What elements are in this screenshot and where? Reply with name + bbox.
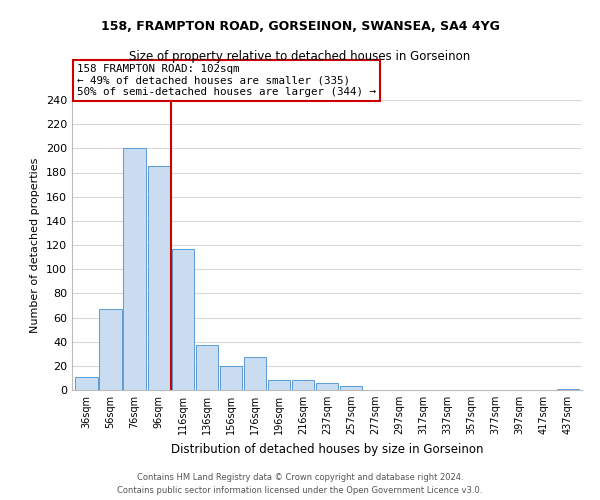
X-axis label: Distribution of detached houses by size in Gorseinon: Distribution of detached houses by size … [171, 442, 483, 456]
Text: Contains public sector information licensed under the Open Government Licence v3: Contains public sector information licen… [118, 486, 482, 495]
Bar [268, 380, 290, 390]
Bar [244, 358, 266, 390]
Bar [557, 389, 578, 390]
Bar [124, 148, 146, 390]
Bar [316, 383, 338, 390]
Bar [340, 386, 362, 390]
Text: 158 FRAMPTON ROAD: 102sqm
← 49% of detached houses are smaller (335)
50% of semi: 158 FRAMPTON ROAD: 102sqm ← 49% of detac… [77, 64, 376, 97]
Bar [100, 309, 122, 390]
Text: Contains HM Land Registry data © Crown copyright and database right 2024.: Contains HM Land Registry data © Crown c… [137, 474, 463, 482]
Bar [148, 166, 170, 390]
Bar [172, 248, 194, 390]
Text: Size of property relative to detached houses in Gorseinon: Size of property relative to detached ho… [130, 50, 470, 63]
Text: 158, FRAMPTON ROAD, GORSEINON, SWANSEA, SA4 4YG: 158, FRAMPTON ROAD, GORSEINON, SWANSEA, … [101, 20, 499, 33]
Bar [76, 376, 98, 390]
Bar [292, 380, 314, 390]
Y-axis label: Number of detached properties: Number of detached properties [31, 158, 40, 332]
Bar [196, 346, 218, 390]
Bar [220, 366, 242, 390]
